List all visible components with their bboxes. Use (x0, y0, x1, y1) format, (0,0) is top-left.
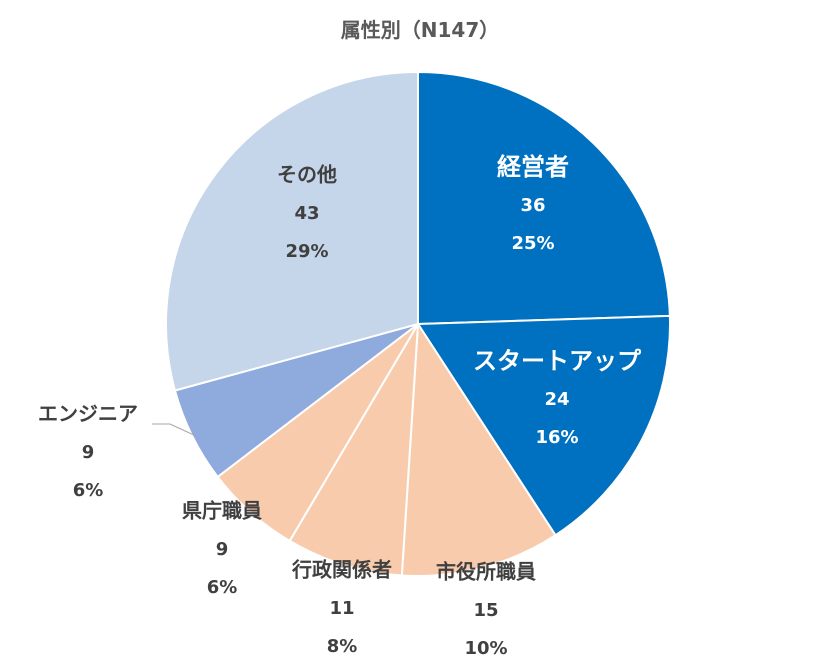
data-label-5: 県庁職員 9 6% (182, 499, 262, 599)
slice-value-label: 43 (294, 203, 319, 224)
slice-category-label: 県庁職員 (182, 499, 262, 523)
slice-category-label: その他 (277, 163, 337, 187)
slice-category-label: 市役所職員 (436, 560, 536, 584)
pie-slice-1 (417, 70, 671, 326)
pie-slice-7 (165, 70, 419, 392)
slice-percent-label: 6% (207, 577, 238, 598)
slice-value-label: 11 (329, 598, 354, 619)
data-label-2: スタートアップ 24 16% (473, 347, 642, 448)
data-label-6: エンジニア 9 6% (38, 402, 138, 502)
data-label-4: 行政関係者 11 8% (291, 558, 392, 658)
slice-value-label: 9 (82, 442, 95, 463)
slice-category-label: 行政関係者 (291, 558, 392, 582)
chart-title: 属性別（N147） (340, 18, 500, 42)
slice-category-label: スタートアップ (473, 347, 642, 375)
slice-value-label: 36 (520, 195, 545, 216)
slice-percent-label: 6% (73, 480, 104, 501)
pie-slice-3 (400, 320, 557, 577)
slice-value-label: 15 (473, 600, 498, 621)
data-label-7: その他 43 29% (277, 163, 337, 263)
slice-percent-label: 25% (511, 233, 554, 254)
slice-percent-label: 16% (535, 427, 578, 448)
slice-category-label: 経営者 (497, 153, 569, 181)
pie-slice-4 (288, 323, 419, 577)
pie-slice-2 (416, 314, 671, 537)
slice-percent-label: 8% (327, 636, 358, 657)
leader-line-engineer (152, 423, 197, 437)
slice-value-label: 24 (544, 389, 569, 410)
slice-percent-label: 29% (285, 241, 328, 262)
slice-value-label: 9 (216, 539, 229, 560)
slice-percent-label: 10% (464, 638, 507, 659)
data-label-3: 市役所職員 15 10% (436, 560, 536, 660)
data-label-1: 経営者 36 25% (497, 153, 569, 254)
slice-category-label: エンジニア (38, 402, 138, 426)
